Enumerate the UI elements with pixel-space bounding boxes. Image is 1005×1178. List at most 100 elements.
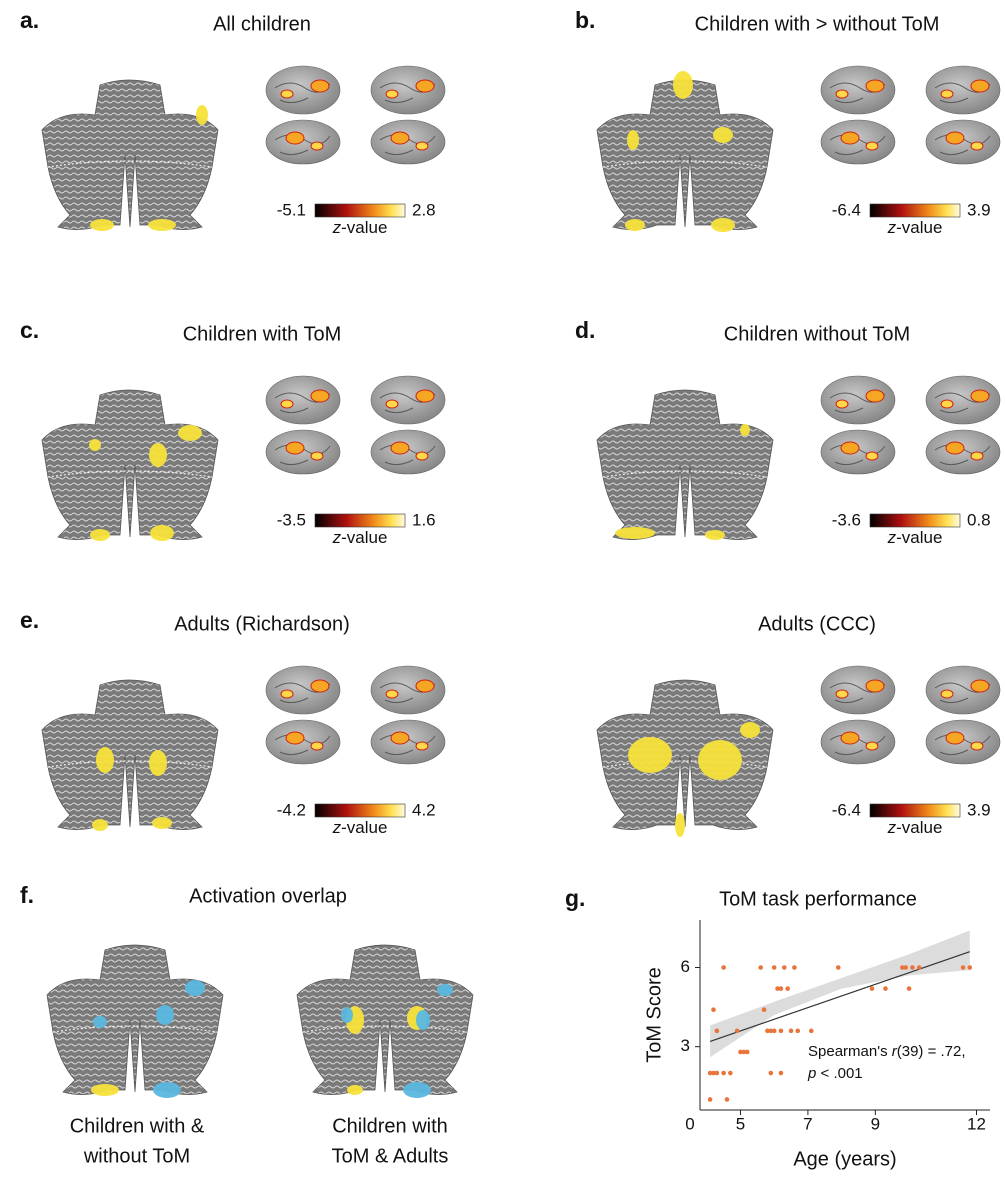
activation-blob — [945, 131, 965, 145]
activation-blob — [390, 731, 410, 745]
activation-blob — [675, 813, 685, 837]
panel-letter: b. — [575, 7, 595, 33]
medial-surface — [925, 119, 1001, 165]
colorbar-label-rest: -value — [896, 528, 942, 547]
data-point — [788, 1028, 794, 1034]
cortical-surfaces — [265, 665, 446, 765]
data-point — [734, 1028, 740, 1034]
colorbar-label: z-value — [887, 528, 943, 547]
overlap-cerebellum — [46, 944, 224, 1098]
colorbar-max: 3.9 — [967, 800, 991, 819]
colorbar-label-rest: -value — [896, 818, 942, 837]
activation-blob — [93, 1016, 107, 1028]
sulci — [829, 444, 886, 466]
medial-surface — [820, 119, 896, 165]
activation-blob — [835, 689, 849, 699]
activation-blob — [385, 689, 399, 699]
lateral-surface — [925, 65, 1001, 115]
activation-blob — [713, 127, 733, 143]
panel-letter: g. — [565, 885, 585, 911]
lateral-surface — [370, 375, 446, 425]
activation-blob — [627, 130, 639, 150]
colorbar-min: -3.5 — [277, 510, 306, 529]
medial-surface — [265, 429, 341, 475]
activation-blob — [415, 141, 429, 151]
overlap-caption: Children with & — [70, 1115, 205, 1137]
activation-blob — [415, 741, 429, 751]
colorbar-max: 1.6 — [412, 510, 436, 529]
colorbar — [314, 803, 406, 818]
activation-blob — [945, 731, 965, 745]
colorbar-min: -3.6 — [832, 510, 861, 529]
panel-title: Adults (CCC) — [758, 613, 876, 635]
medial-surface — [370, 429, 446, 475]
activation-blob — [970, 79, 990, 93]
activation-blob — [865, 451, 879, 461]
colorbar — [869, 803, 961, 818]
panel-title: Children with ToM — [183, 323, 342, 345]
data-point — [768, 1070, 774, 1076]
activation-blob — [310, 141, 324, 151]
sulci — [934, 134, 991, 156]
colorbar-min: -6.4 — [832, 800, 861, 819]
medial-surface — [370, 719, 446, 765]
corner-label: 0 — [685, 1114, 694, 1133]
data-point — [835, 965, 841, 970]
annotation-part: < .001 — [816, 1065, 862, 1082]
activation-blob — [437, 984, 453, 996]
panel-letter: c. — [20, 317, 39, 343]
activation-blob — [178, 425, 202, 441]
colorbar-min: -4.2 — [277, 800, 306, 819]
activation-blob — [970, 389, 990, 403]
chart-title: ToM task performance — [719, 888, 917, 910]
lateral-surface — [820, 665, 896, 715]
regression-line — [709, 951, 970, 1042]
colorbar-min: -6.4 — [832, 200, 861, 219]
activation-blob — [90, 529, 110, 541]
data-point — [883, 986, 888, 991]
activation-blob — [416, 1010, 430, 1030]
medial-surface — [820, 429, 896, 475]
activation-blob — [840, 441, 860, 455]
activation-blob — [865, 389, 885, 403]
colorbar-label-var: z — [332, 528, 342, 547]
data-point — [765, 1028, 770, 1034]
midline — [602, 470, 768, 478]
activation-blob — [310, 451, 324, 461]
activation-blob — [970, 451, 984, 461]
data-point — [869, 986, 875, 991]
activation-blob — [945, 441, 965, 455]
colorbar-label: z-value — [332, 818, 388, 837]
panel-letter: f. — [20, 882, 34, 908]
midline — [602, 760, 768, 768]
lateral-surface — [265, 665, 341, 715]
cortical-surfaces — [820, 65, 1001, 165]
data-point — [916, 965, 922, 970]
data-point — [785, 986, 790, 991]
sulci — [274, 734, 331, 756]
data-point — [728, 1070, 733, 1076]
overlap-cerebellum — [296, 944, 474, 1098]
activation-blob — [865, 679, 885, 693]
x-tick-label: 9 — [871, 1114, 880, 1133]
annotation: Spearman's r(39) = .72, — [808, 1043, 966, 1060]
medial-surface — [925, 719, 1001, 765]
activation-blob — [940, 689, 954, 699]
x-tick-label: 7 — [803, 1114, 812, 1133]
sulci — [829, 734, 886, 756]
data-point — [778, 1028, 784, 1034]
cerebellum — [41, 679, 219, 831]
activation-blob — [91, 1084, 119, 1096]
lateral-surface — [265, 65, 341, 115]
panel-letter: a. — [20, 7, 39, 33]
activation-blob — [310, 79, 330, 93]
data-point — [778, 1070, 784, 1076]
colorbar-label-var: z — [887, 818, 897, 837]
panel-title: Activation overlap — [189, 885, 347, 907]
annotation-part: (39) = .72, — [897, 1043, 966, 1060]
colorbar-label-var: z — [332, 818, 342, 837]
medial-surface — [265, 119, 341, 165]
colorbar-max: 3.9 — [967, 200, 991, 219]
data-point — [903, 965, 908, 970]
